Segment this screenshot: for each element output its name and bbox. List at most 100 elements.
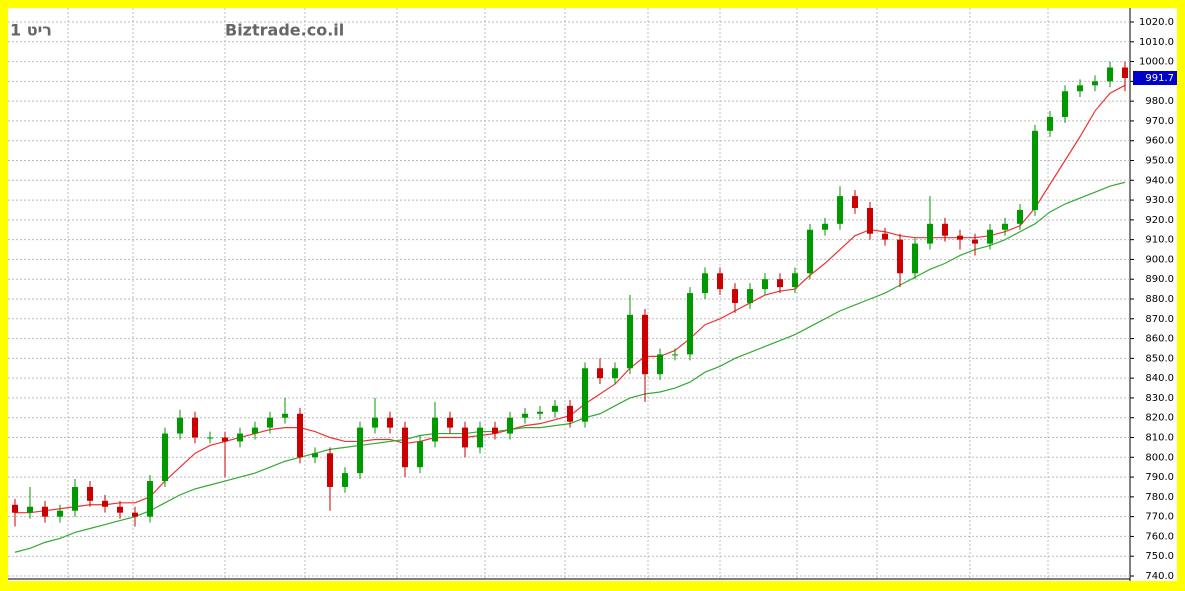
y-tick-label: 920.0 bbox=[1145, 215, 1174, 226]
y-tick-label: 870.0 bbox=[1145, 314, 1174, 325]
candle-body bbox=[627, 314, 633, 369]
candle-body bbox=[732, 289, 738, 303]
candle-body bbox=[72, 486, 78, 511]
candle-body bbox=[1062, 91, 1068, 117]
candle-body bbox=[327, 453, 333, 487]
y-tick-label: 740.0 bbox=[1145, 571, 1174, 582]
candle-body bbox=[162, 433, 168, 482]
candle-body bbox=[672, 354, 678, 356]
candle-body bbox=[42, 506, 48, 517]
y-tick-label: 980.0 bbox=[1145, 96, 1174, 107]
candle-body bbox=[402, 427, 408, 468]
candle-body bbox=[882, 233, 888, 240]
candle-body bbox=[612, 368, 618, 379]
candle-body bbox=[807, 229, 813, 274]
candle-body bbox=[537, 411, 543, 414]
last-price-label: 991.7 bbox=[1145, 73, 1174, 84]
candle-body bbox=[747, 289, 753, 303]
candle-body bbox=[27, 506, 33, 513]
candle-body bbox=[312, 453, 318, 458]
candle-body bbox=[1107, 67, 1113, 82]
candle-body bbox=[432, 417, 438, 442]
candle-body bbox=[1017, 209, 1023, 224]
candle-body bbox=[642, 314, 648, 375]
candle-body bbox=[507, 417, 513, 434]
candle-body bbox=[717, 273, 723, 290]
candle-body bbox=[972, 239, 978, 244]
y-tick-label: 960.0 bbox=[1145, 136, 1174, 147]
candle-body bbox=[147, 481, 153, 517]
y-tick-label: 770.0 bbox=[1145, 512, 1174, 523]
candle-body bbox=[582, 368, 588, 422]
candle-body bbox=[387, 417, 393, 428]
y-tick-label: 940.0 bbox=[1145, 175, 1174, 186]
candle-body bbox=[102, 500, 108, 507]
candle-body bbox=[282, 413, 288, 418]
y-tick-label: 810.0 bbox=[1145, 433, 1174, 444]
candle-body bbox=[702, 273, 708, 294]
y-tick-label: 900.0 bbox=[1145, 254, 1174, 265]
candle-body bbox=[207, 437, 213, 439]
candle-body bbox=[522, 413, 528, 418]
candle-body bbox=[687, 293, 693, 355]
candle-body bbox=[462, 427, 468, 448]
candle-body bbox=[252, 427, 258, 434]
candle-body bbox=[552, 405, 558, 412]
candle-body bbox=[1092, 81, 1098, 86]
candle-body bbox=[1077, 85, 1083, 92]
candle-body bbox=[87, 486, 93, 501]
y-tick-label: 820.0 bbox=[1145, 413, 1174, 424]
y-tick-label: 750.0 bbox=[1145, 551, 1174, 562]
candle-body bbox=[1047, 116, 1053, 131]
candle-body bbox=[1122, 67, 1128, 78]
candle-body bbox=[867, 207, 873, 234]
candle-body bbox=[912, 243, 918, 274]
candle-body bbox=[237, 433, 243, 442]
y-tick-label: 950.0 bbox=[1145, 156, 1174, 167]
candle-body bbox=[1002, 223, 1008, 230]
chart-title: Biztrade.co.il bbox=[225, 21, 344, 40]
y-tick-label: 970.0 bbox=[1145, 116, 1174, 127]
candle-body bbox=[927, 223, 933, 244]
y-tick-label: 890.0 bbox=[1145, 274, 1174, 285]
candle-body bbox=[957, 235, 963, 240]
y-tick-label: 850.0 bbox=[1145, 353, 1174, 364]
candle-body bbox=[777, 279, 783, 288]
y-tick-label: 840.0 bbox=[1145, 373, 1174, 384]
y-tick-label: 910.0 bbox=[1145, 235, 1174, 246]
candle-body bbox=[57, 510, 63, 517]
candle-body bbox=[657, 354, 663, 375]
y-tick-label: 860.0 bbox=[1145, 334, 1174, 345]
chart-subtitle: ריט 1 bbox=[10, 21, 52, 40]
candle-body bbox=[822, 223, 828, 230]
y-tick-label: 1020.0 bbox=[1139, 17, 1174, 28]
candle-body bbox=[852, 196, 858, 208]
candle-body bbox=[297, 413, 303, 458]
candle-body bbox=[417, 441, 423, 468]
candle-body bbox=[372, 417, 378, 428]
candle-body bbox=[267, 417, 273, 428]
last-price-box bbox=[1133, 70, 1177, 85]
plot-background bbox=[8, 8, 1177, 581]
candle-body bbox=[942, 223, 948, 236]
candle-body bbox=[192, 417, 198, 438]
y-tick-label: 790.0 bbox=[1145, 472, 1174, 483]
y-tick-label: 930.0 bbox=[1145, 195, 1174, 206]
y-tick-label: 830.0 bbox=[1145, 393, 1174, 404]
candle-body bbox=[117, 506, 123, 513]
candle-body bbox=[177, 417, 183, 434]
y-tick-label: 1010.0 bbox=[1139, 37, 1174, 48]
candle-body bbox=[342, 473, 348, 487]
candle-body bbox=[597, 368, 603, 379]
candle-body bbox=[447, 417, 453, 428]
candle-body bbox=[1032, 130, 1038, 210]
candle-body bbox=[567, 405, 573, 422]
candle-body bbox=[477, 427, 483, 448]
y-tick-label: 1000.0 bbox=[1139, 57, 1174, 68]
candle-body bbox=[897, 239, 903, 274]
candle-body bbox=[987, 229, 993, 244]
y-tick-label: 760.0 bbox=[1145, 531, 1174, 542]
candle-body bbox=[837, 196, 843, 224]
